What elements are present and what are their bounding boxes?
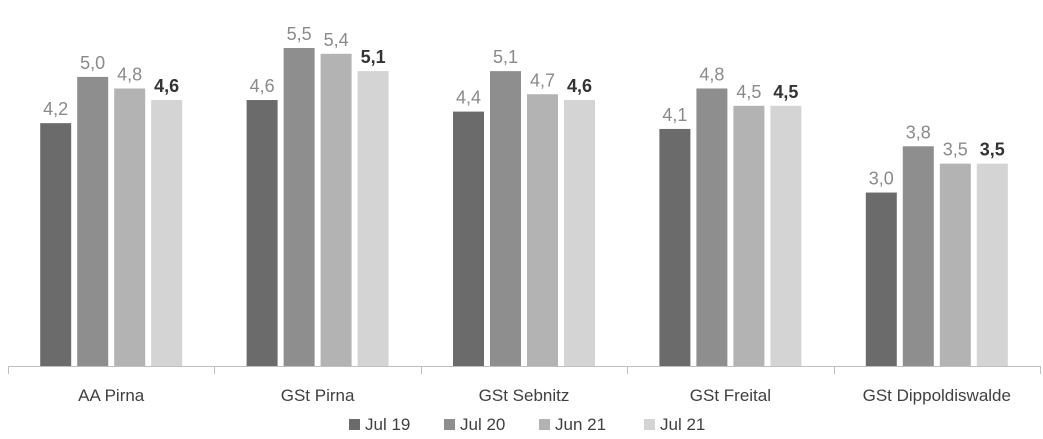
bar-gst-freital-jul-19	[659, 128, 691, 366]
legend-item-jul-21: Jul 21	[644, 415, 705, 434]
data-label: 4,5	[773, 82, 798, 102]
bar-gst-pirna-jul-19	[246, 100, 278, 366]
bar-aa-pirna-jun-21	[114, 88, 146, 367]
bar-gst-dippoldiswalde-jul-20	[902, 146, 934, 366]
legend-label: Jun 21	[555, 415, 606, 434]
data-label: 5,5	[287, 24, 312, 44]
legend-item-jul-19: Jul 19	[349, 415, 410, 434]
bar-gst-dippoldiswalde-jul-19	[865, 192, 897, 366]
bar-gst-dippoldiswalde-jun-21	[939, 163, 971, 366]
data-label: 4,6	[567, 76, 592, 96]
category-label: GSt Sebnitz	[479, 386, 570, 405]
bar-gst-freital-jun-21	[733, 105, 765, 367]
category-label: GSt Pirna	[281, 386, 355, 405]
legend-swatch	[444, 419, 455, 430]
legend-label: Jul 19	[365, 415, 410, 434]
legend-item-jun-21: Jun 21	[539, 415, 606, 434]
legend-swatch	[644, 419, 655, 430]
data-label: 5,4	[324, 30, 349, 50]
legend: Jul 19 Jul 20 Jun 21 Jul 21	[349, 415, 705, 434]
data-label: 4,8	[699, 64, 724, 84]
legend-label: Jul 21	[660, 415, 705, 434]
data-label: 3,5	[943, 140, 968, 160]
data-label: 5,0	[80, 53, 105, 73]
data-label: 4,1	[662, 105, 687, 125]
bar-aa-pirna-jul-20	[77, 76, 109, 366]
legend-swatch	[539, 419, 550, 430]
bar-gst-pirna-jun-21	[320, 53, 352, 366]
data-label: 3,5	[980, 140, 1005, 160]
data-label: 4,6	[250, 76, 275, 96]
bar-gst-pirna-jul-20	[283, 48, 315, 366]
data-label: 5,1	[493, 47, 518, 67]
bar-gst-sebnitz-jul-20	[490, 71, 521, 367]
bar-gst-sebnitz-jul-21	[564, 100, 595, 366]
bar-gst-freital-jul-21	[770, 105, 802, 367]
data-label: 4,7	[530, 70, 555, 90]
legend-label: Jul 20	[460, 415, 505, 434]
bars-layer	[40, 48, 1008, 367]
data-label: 4,6	[154, 76, 179, 96]
category-labels-layer: AA Pirna GSt Pirna GSt Sebnitz GSt Freital G…	[78, 386, 1011, 405]
legend-item-jul-20: Jul 20	[444, 415, 505, 434]
legend-swatch	[349, 419, 360, 430]
data-label: 4,4	[456, 88, 481, 108]
bar-gst-sebnitz-jun-21	[527, 94, 558, 366]
data-label: 3,0	[869, 169, 894, 189]
bar-gst-pirna-jul-21	[357, 71, 389, 367]
value-labels-layer: 4,2 5,0 4,8 4,6 4,6 5,5 5,4 5,1 4,4 5,1 4,7 4,6 4,1 4…	[43, 24, 1005, 189]
bar-aa-pirna-jul-19	[40, 123, 72, 366]
data-label: 3,8	[906, 122, 931, 142]
bar-gst-dippoldiswalde-jul-21	[976, 163, 1008, 366]
x-axis	[8, 366, 1041, 374]
category-label: AA Pirna	[78, 386, 145, 405]
data-label: 5,1	[361, 47, 386, 67]
bar-gst-freital-jul-20	[696, 88, 728, 367]
category-label: GSt Freital	[690, 386, 771, 405]
bar-gst-sebnitz-jul-19	[453, 111, 484, 366]
bar-aa-pirna-jul-21	[151, 100, 183, 366]
category-label: GSt Dippoldiswalde	[863, 386, 1011, 405]
data-label: 4,8	[117, 64, 142, 84]
data-label: 4,2	[43, 99, 68, 119]
data-label: 4,5	[736, 82, 761, 102]
